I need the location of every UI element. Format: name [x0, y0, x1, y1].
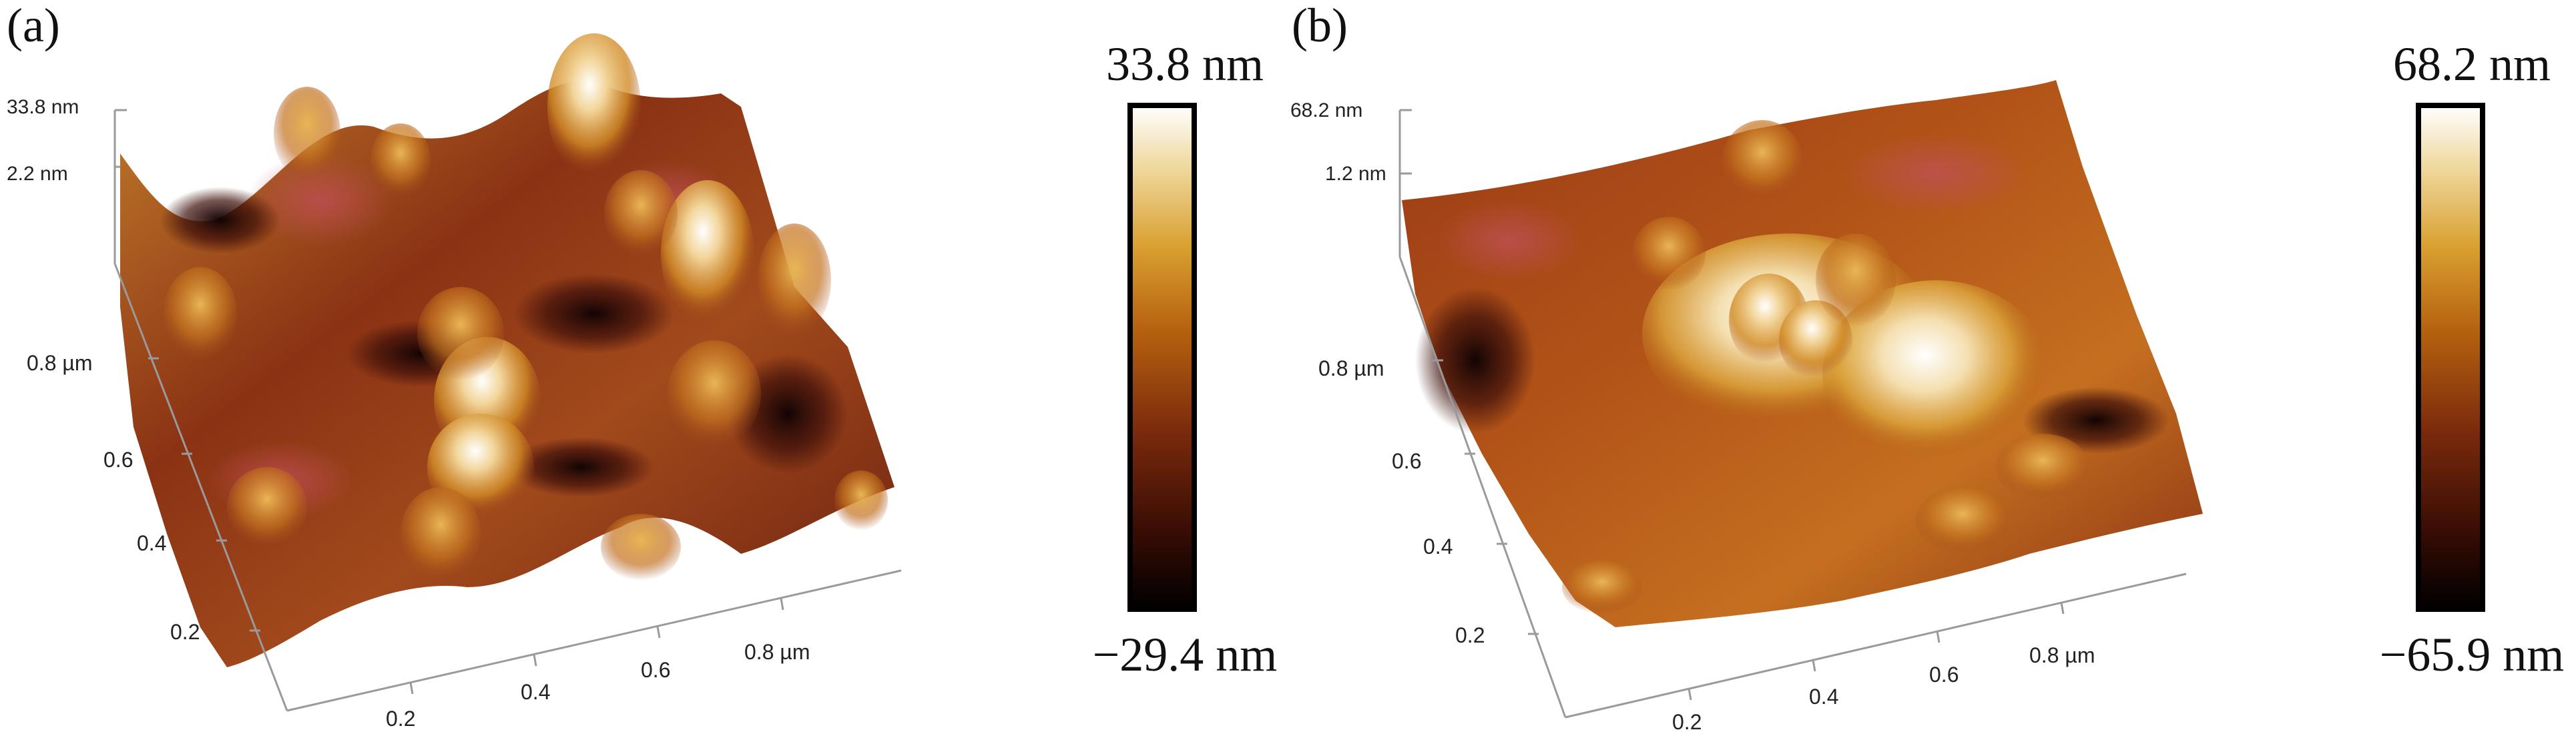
panel-b-surface-pit: [1415, 287, 1535, 434]
panel-b-bottom-tick: [1688, 688, 1692, 701]
panel-b-bottom-axis: [1565, 573, 2187, 719]
panel-b-surface-peak: [1562, 561, 1642, 614]
panel-b-bottom-tick: [1936, 631, 1941, 643]
panel-a-bottom-tick: [533, 654, 537, 667]
panel-a-surface-pit: [507, 437, 654, 497]
panel-b-colorbar: 68.2 nm −65.9 nm: [2380, 37, 2565, 681]
panel-a-label: (a): [7, 0, 60, 52]
panel-b-surface-peak: [1996, 434, 2089, 500]
panel-a-surface-peak: [164, 267, 237, 360]
panel-a-surface-peak: [758, 224, 831, 337]
panel-b-colorbar-min-label: −65.9 nm: [2380, 628, 2565, 681]
panel-b-bottom-label: 0.4: [1809, 685, 1838, 709]
panel-a-z-mid-label: 2.2 nm: [7, 163, 68, 185]
panel-a-bottom-label: 0.6: [641, 658, 670, 682]
panel-b-bottom-label: 0.6: [1929, 663, 1959, 687]
panel-b-surface-peak: [1632, 217, 1706, 290]
panel-b-surface-plateau: [1822, 280, 2049, 467]
panel-a-surface-pit: [514, 274, 674, 354]
panel-a-left-label: 0.8 µm: [27, 351, 92, 375]
panel-a-colorbar-min-label: −29.4 nm: [1093, 628, 1278, 681]
panel-a-colorbar: 33.8 nm −29.4 nm: [1093, 37, 1278, 681]
panel-a-bottom-axis: [286, 569, 902, 712]
panel-a-bottom-label: 0.4: [521, 680, 550, 704]
panel-b-surface-pink-patch: [1435, 200, 1582, 280]
panel-a-surface-peak: [274, 87, 340, 180]
panel-a-surface-peak: [661, 180, 754, 327]
panel-a-surface: [120, 33, 894, 667]
panel-a: (a) 33.8 nm 2.2 nm: [7, 0, 1277, 731]
panel-a-z-top-label: 33.8 nm: [7, 96, 79, 118]
panel-b-bottom-tick: [2060, 602, 2065, 615]
panel-a-surface-pink-patch: [247, 153, 394, 247]
panel-a-surface-pit: [160, 187, 280, 254]
panel-a-left-axis: [113, 263, 288, 711]
panel-b-surface-peak: [1722, 120, 1802, 200]
panel-a-surface-peak: [547, 33, 641, 180]
panel-b-z-top-label: 68.2 nm: [1290, 99, 1362, 121]
panel-a-bottom-label: 0.8 µm: [744, 640, 810, 664]
panel-b-bottom-tick: [1812, 659, 1816, 672]
panel-b-left-label: 0.4: [1423, 534, 1453, 559]
panel-a-surface-peak: [601, 514, 681, 581]
panel-b: (b) 68.2 nm 1.2 nm: [1290, 0, 2564, 734]
panel-a-colorbar-max-label: 33.8 nm: [1106, 37, 1264, 91]
panel-b-left-label: 0.6: [1392, 449, 1421, 473]
panel-a-surface-peak: [604, 170, 678, 257]
panel-a-left-label: 0.6: [103, 448, 133, 472]
panel-b-colorbar-max-label: 68.2 nm: [2393, 37, 2551, 91]
panel-a-left-label: 0.2: [170, 620, 200, 644]
panel-b-colorbar-gradient: [2416, 103, 2485, 612]
panel-a-surface-peak: [227, 467, 307, 547]
panel-b-surface-peak: [1916, 487, 2009, 554]
panel-b-left-axis: [1398, 256, 1567, 718]
panel-a-surface-peak: [834, 470, 888, 530]
panel-b-surface-peak: [1779, 300, 1852, 380]
panel-a-surface-peak: [370, 123, 431, 197]
panel-a-colorbar-gradient: [1127, 103, 1197, 612]
panel-a-bottom-tick: [656, 626, 661, 639]
panel-a-bottom-label: 0.2: [386, 707, 415, 731]
panel-b-label: (b): [1292, 0, 1348, 52]
panel-a-bottom-tick: [780, 598, 784, 611]
panel-a-surface-peak: [668, 340, 761, 447]
panel-a-left-label: 0.4: [137, 531, 166, 555]
panel-b-left-label: 0.2: [1455, 623, 1485, 647]
panel-a-bottom-tick: [409, 682, 414, 695]
panel-b-surface-pink-patch: [1842, 133, 2029, 214]
panel-a-surface-peak: [401, 487, 481, 581]
panel-b-surface-peak: [1816, 234, 1896, 327]
panel-b-z-mid-label: 1.2 nm: [1325, 163, 1386, 185]
panel-b-bottom-label: 0.2: [1672, 710, 1702, 734]
panel-b-surface: [1402, 80, 2203, 627]
panel-b-left-label: 0.8 µm: [1318, 356, 1384, 380]
panel-a-surface-peak: [417, 287, 504, 380]
panel-b-bottom-label: 0.8 µm: [2029, 643, 2095, 667]
